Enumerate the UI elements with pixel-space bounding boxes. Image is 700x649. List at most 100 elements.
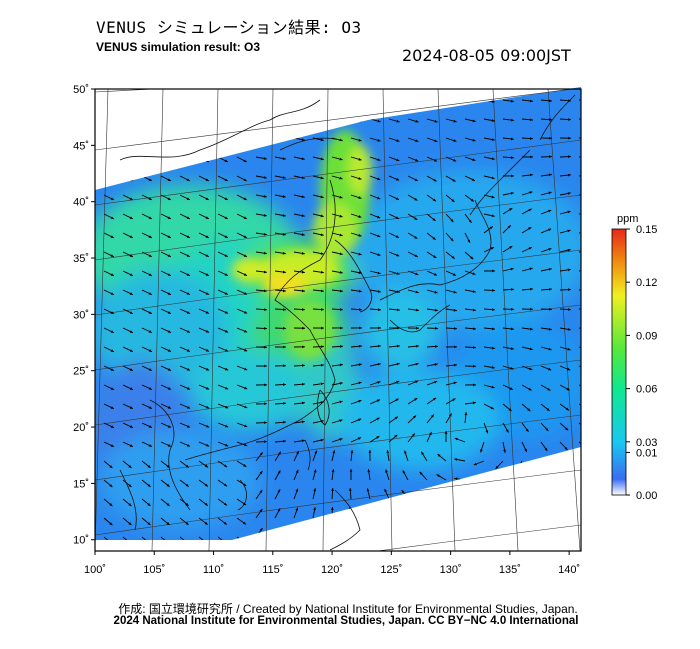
wind-arrowhead: [453, 290, 457, 294]
wind-arrowhead: [450, 238, 454, 242]
wind-arrowhead: [548, 173, 552, 177]
wind-arrowhead: [278, 451, 281, 455]
wind-arrowhead: [378, 326, 381, 330]
wind-arrowhead: [167, 425, 172, 428]
wind-arrowhead: [301, 138, 305, 142]
wind-arrowhead: [473, 383, 476, 387]
forecast-datetime: 2024-08-05 09:00JST: [402, 46, 571, 65]
wind-arrowhead: [396, 308, 400, 312]
y-tick-label: 10˚: [73, 535, 89, 547]
wind-arrowhead: [395, 197, 399, 200]
wind-arrowhead: [432, 218, 436, 221]
wind-arrowhead: [491, 138, 495, 141]
wind-arrowhead: [339, 252, 343, 256]
wind-arrowhead: [377, 119, 381, 123]
wind-arrowhead: [491, 157, 495, 161]
wind-arrowhead: [549, 307, 552, 311]
wind-arrowhead: [357, 418, 362, 422]
wind-arrowhead: [259, 452, 263, 456]
wind-arrowhead: [548, 99, 552, 103]
wind-arrowhead: [377, 177, 381, 181]
wind-arrowhead: [587, 174, 590, 177]
wind-arrowhead: [263, 289, 267, 293]
wind-arrowhead: [186, 330, 191, 333]
wind-arrowhead: [301, 420, 305, 424]
wind-arrowhead: [148, 273, 152, 276]
wind-arrowhead: [453, 139, 457, 142]
wind-arrowhead: [510, 347, 514, 350]
wind-vector: [122, 536, 132, 540]
wind-arrowhead: [242, 521, 246, 525]
wind-arrowhead: [205, 386, 210, 390]
wind-arrowhead: [548, 191, 552, 195]
wind-arrowhead: [283, 308, 286, 311]
wind-arrowhead: [109, 503, 113, 507]
wind-arrowhead: [414, 254, 418, 257]
wind-arrowhead: [321, 308, 324, 311]
wind-arrowhead: [547, 387, 551, 391]
wind-arrowhead: [225, 424, 229, 428]
y-tick-label: 20˚: [73, 422, 89, 434]
wind-arrowhead: [186, 292, 190, 295]
wind-arrowhead: [548, 367, 552, 371]
wind-arrowhead: [377, 253, 381, 256]
y-tick-label: 50˚: [73, 84, 89, 96]
wind-arrowhead: [282, 157, 286, 160]
wind-arrowhead: [437, 454, 441, 457]
wind-arrowhead: [148, 406, 153, 409]
wind-arrowhead: [395, 235, 399, 238]
wind-arrowhead: [167, 444, 172, 447]
wind-arrowhead: [454, 477, 458, 481]
wind-arrowhead: [110, 406, 114, 409]
wind-arrowhead: [511, 288, 514, 291]
wind-arrowhead: [567, 173, 571, 177]
wind-arrowhead: [264, 421, 267, 425]
wind-arrowhead: [110, 349, 114, 352]
wind-arrowhead: [491, 366, 495, 369]
wind-arrowhead: [167, 292, 171, 295]
wind-arrowhead: [452, 178, 456, 182]
wind-arrowhead: [395, 177, 400, 181]
wind-arrowhead: [282, 251, 286, 255]
wind-arrowhead: [377, 362, 381, 366]
wind-arrowhead: [186, 311, 191, 314]
wind-arrowhead: [320, 401, 324, 404]
wind-arrowhead: [548, 287, 552, 291]
wind-arrowhead: [167, 197, 171, 200]
wind-arrowhead: [282, 420, 286, 424]
wind-arrowhead: [549, 155, 552, 159]
wind-arrowhead: [167, 368, 172, 371]
wind-arrowhead: [587, 99, 590, 102]
wind-arrowhead: [263, 232, 267, 236]
wind-arrowhead: [491, 195, 495, 199]
wind-arrowhead: [358, 177, 362, 180]
wind-arrowhead: [302, 326, 305, 330]
wind-arrowhead: [452, 158, 457, 162]
wind-arrowhead: [587, 211, 590, 214]
wind-arrowhead: [434, 290, 438, 294]
x-tick-label: 115˚: [262, 564, 283, 576]
wind-arrowhead: [243, 310, 248, 314]
wind-arrowhead: [340, 345, 343, 348]
y-axis: 10˚ 15˚ 20˚ 25˚ 30˚ 35˚ 40˚ 45˚ 50˚: [73, 84, 95, 547]
wind-arrowhead: [320, 195, 324, 199]
wind-arrowhead: [148, 292, 152, 295]
wind-arrowhead: [568, 136, 571, 140]
wind-arrowhead: [530, 137, 533, 140]
wind-arrowhead: [263, 213, 267, 217]
wind-arrowhead: [259, 471, 263, 475]
wind-arrowhead: [205, 292, 209, 295]
wind-arrowhead: [110, 425, 114, 428]
wind-arrowhead: [129, 425, 133, 428]
wind-arrowhead: [491, 308, 495, 312]
wind-arrowhead: [492, 269, 495, 273]
wind-arrowhead: [204, 502, 208, 506]
colorbar-tick-label: 0.15: [636, 224, 657, 236]
wind-arrowhead: [148, 425, 153, 428]
wind-arrowhead: [509, 387, 513, 390]
colorbar-tick-label: 0.09: [636, 330, 657, 342]
wind-arrowhead: [429, 431, 432, 436]
wind-arrowhead: [567, 268, 571, 272]
wind-arrowhead: [510, 267, 514, 271]
wind-arrowhead: [376, 436, 380, 439]
